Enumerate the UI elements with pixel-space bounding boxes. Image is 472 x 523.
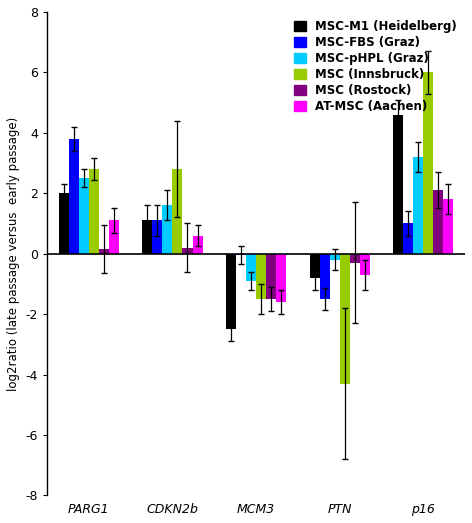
Bar <box>393 115 403 254</box>
Bar <box>236 254 246 255</box>
Bar <box>69 139 79 254</box>
Bar <box>172 169 183 254</box>
Bar <box>143 220 152 254</box>
Bar <box>193 235 202 254</box>
Bar <box>99 249 109 254</box>
Bar <box>423 72 433 254</box>
Bar <box>152 220 162 254</box>
Bar <box>360 254 370 275</box>
Bar <box>340 254 350 383</box>
Bar <box>109 220 119 254</box>
Bar <box>433 190 443 254</box>
Bar <box>162 206 172 254</box>
Bar <box>226 254 236 329</box>
Bar <box>413 157 423 254</box>
Bar <box>266 254 276 299</box>
Bar <box>403 223 413 254</box>
Bar <box>183 247 193 254</box>
Bar <box>329 254 340 260</box>
Y-axis label: log2ratio (late passage versus  early passage): log2ratio (late passage versus early pas… <box>7 117 20 391</box>
Bar <box>246 254 256 281</box>
Bar <box>276 254 286 302</box>
Bar <box>310 254 320 278</box>
Bar <box>256 254 266 299</box>
Bar <box>350 254 360 263</box>
Bar <box>59 193 69 254</box>
Bar <box>443 199 453 254</box>
Legend: MSC-M1 (Heidelberg), MSC-FBS (Graz), MSC-pHPL (Graz), MSC (Innsbruck), MSC (Rost: MSC-M1 (Heidelberg), MSC-FBS (Graz), MSC… <box>291 18 459 116</box>
Bar <box>79 178 89 254</box>
Bar <box>320 254 329 299</box>
Bar <box>89 169 99 254</box>
